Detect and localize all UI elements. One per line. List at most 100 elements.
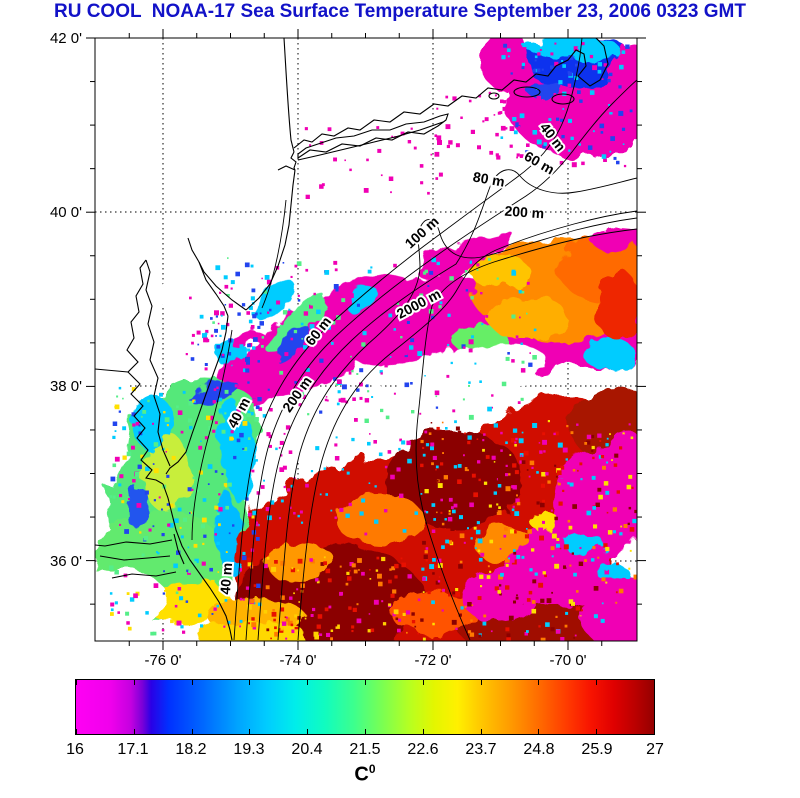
speckle [501, 55, 506, 60]
speckle [337, 379, 342, 384]
speckle [378, 581, 383, 587]
speckle [434, 151, 440, 157]
speckle [448, 593, 451, 597]
speckle [450, 361, 453, 365]
speckle [217, 322, 220, 325]
speckle [327, 342, 331, 346]
speckle [422, 446, 425, 449]
speckle [406, 631, 408, 634]
speckle [319, 493, 322, 496]
speckle [512, 485, 517, 490]
speckle [436, 135, 442, 141]
speckle [556, 543, 560, 548]
speckle [493, 491, 497, 495]
speckle [239, 432, 244, 438]
speckle [255, 537, 260, 541]
speckle [616, 562, 619, 566]
speckle [274, 631, 279, 637]
speckle [116, 395, 119, 398]
speckle [314, 634, 319, 640]
speckle [294, 614, 298, 618]
speckle [152, 525, 155, 528]
speckle [109, 592, 113, 595]
speckle [518, 122, 522, 126]
speckle [349, 168, 352, 172]
speckle [242, 598, 245, 601]
coastline-path [173, 533, 185, 565]
speckle [267, 311, 270, 314]
speckle [239, 625, 241, 628]
speckle [589, 120, 594, 125]
speckle [480, 552, 485, 557]
speckle [473, 492, 478, 498]
speckle [269, 408, 273, 412]
speckle [361, 342, 366, 347]
speckle [464, 467, 469, 472]
speckle [264, 592, 267, 595]
speckle [343, 318, 348, 323]
speckle [200, 524, 206, 529]
speckle [369, 578, 372, 580]
speckle [468, 99, 472, 103]
speckle [239, 597, 243, 601]
colorbar-tick-label: 27 [646, 741, 664, 758]
speckle [607, 530, 613, 535]
speckle [445, 539, 449, 544]
speckle [584, 627, 587, 631]
speckle [301, 394, 306, 399]
speckle [290, 623, 294, 627]
speckle [561, 60, 564, 62]
speckle [218, 507, 223, 512]
speckle [446, 144, 450, 149]
speckle [274, 626, 277, 630]
speckle [320, 562, 325, 566]
speckle [445, 427, 448, 430]
speckle [481, 502, 484, 505]
speckle [500, 125, 506, 131]
speckle [214, 533, 217, 536]
speckle [225, 485, 228, 488]
speckle [241, 444, 245, 448]
speckle [634, 597, 637, 602]
speckle [202, 333, 207, 339]
speckle [110, 476, 116, 482]
colorbar-tick [76, 680, 77, 685]
speckle [266, 432, 271, 437]
speckle [241, 303, 246, 307]
speckle [321, 183, 325, 187]
colorbar-tick [654, 680, 655, 685]
speckle [430, 153, 433, 156]
speckle [337, 570, 342, 575]
speckle [309, 558, 313, 562]
speckle [387, 450, 392, 454]
speckle [375, 569, 379, 572]
speckle [452, 591, 456, 595]
speckle [432, 558, 436, 562]
speckle [290, 337, 294, 341]
contour-label: 40 m [217, 562, 235, 595]
speckle [499, 548, 502, 550]
speckle [287, 488, 291, 492]
speckle [593, 586, 599, 591]
speckle [279, 440, 284, 445]
coastline-path [127, 371, 164, 485]
speckle [422, 577, 426, 581]
speckle [385, 415, 390, 420]
speckle [282, 262, 285, 264]
speckle [473, 526, 477, 530]
speckle [495, 132, 499, 137]
speckle [572, 504, 577, 509]
colorbar-tick [422, 680, 424, 685]
speckle [118, 410, 121, 413]
speckle [398, 618, 402, 622]
speckle [387, 624, 391, 628]
speckle [519, 316, 521, 319]
speckle [496, 277, 499, 280]
speckle [296, 588, 299, 591]
speckle [224, 304, 227, 306]
speckle [490, 630, 493, 633]
speckle [192, 476, 196, 480]
speckle [354, 418, 358, 422]
speckle [291, 567, 294, 570]
speckle [558, 577, 561, 580]
